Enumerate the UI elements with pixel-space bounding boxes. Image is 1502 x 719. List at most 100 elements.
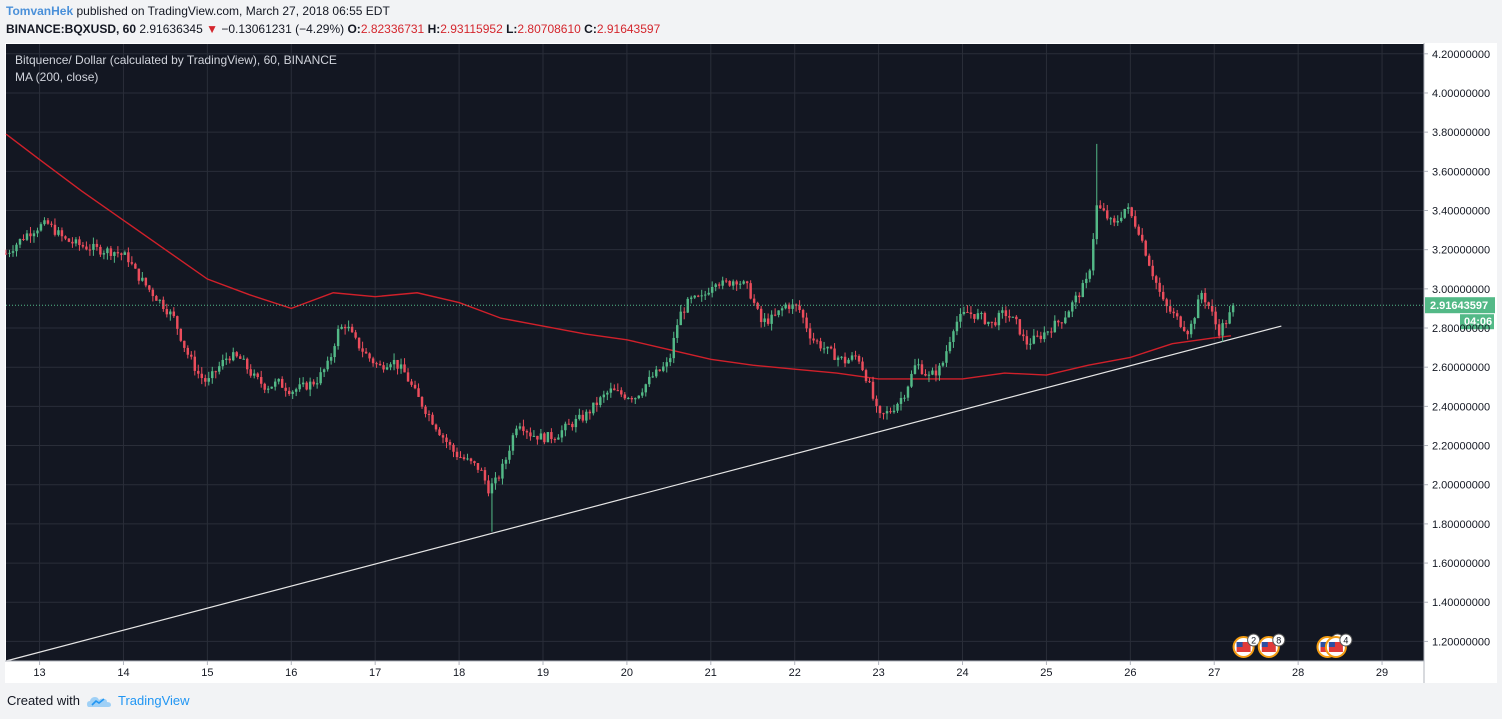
candle-body [662,366,665,371]
high-value: 2.93115952 [440,22,503,36]
tradingview-logo-icon[interactable] [86,694,112,708]
candle-body [357,337,361,349]
candle-body [193,356,197,371]
candle-body [25,233,29,240]
candle-body [99,246,102,255]
tradingview-link[interactable]: TradingView [117,693,190,708]
time-tick-label: 27 [1208,667,1220,679]
candle-body [1165,299,1168,307]
candle-body [1120,217,1123,221]
candle-body [200,373,204,379]
candle-body [948,341,952,352]
candle-body [92,243,95,250]
candle-body [448,442,452,445]
trendline-layer[interactable] [5,325,1282,662]
candle-body [962,311,966,314]
candle-body [868,381,871,383]
candle-body [903,397,906,399]
candle-body [882,413,885,415]
candle-body [389,364,392,368]
author-link[interactable]: TomvanHek [6,4,74,18]
candle-body [354,332,357,338]
candle-body [368,353,371,359]
candle-body [763,318,766,323]
candle-body [1217,324,1221,336]
candle-body [759,308,763,323]
candle-body [1179,316,1182,327]
time-tick-label: 24 [956,667,968,679]
symbol-bar: BINANCE:BQXUSD, 60 2.91636345 ▼ −0.13061… [6,22,660,36]
time-tick-label: 26 [1124,667,1136,679]
price-axis[interactable]: 1.20000000 1.40000000 1.60000000 1.80000000… [1423,43,1490,683]
candle-body [714,284,717,287]
candle-body [571,423,574,428]
candle-body [808,328,812,339]
candle-body [385,367,389,370]
candle-body [1046,331,1050,333]
candle-body [770,314,773,324]
candle-body [742,281,745,284]
candle-body [910,373,913,387]
open-label: O: [347,22,361,36]
time-tick-label: 17 [369,667,381,679]
candle-body [1057,320,1060,323]
candle-body [1078,295,1081,298]
price-tick-label: 3.60000000 [1432,166,1490,178]
candle-body [777,310,780,315]
time-tick-label: 20 [621,667,633,679]
price-tick-label: 1.40000000 [1432,597,1490,609]
candle-body [906,386,910,398]
candle-body [829,346,833,349]
ma-200-line [5,133,1232,380]
candle-body [53,224,57,235]
candle-body [1231,305,1235,313]
price-tick-label: 3.20000000 [1432,245,1490,257]
candle-body [350,326,354,333]
candle-body [1147,255,1151,266]
candle-body [361,348,364,352]
candle-body [1134,216,1137,227]
time-tick-label: 23 [872,667,884,679]
candle-body [1189,323,1193,335]
candle-body [88,249,92,251]
candle-body [39,224,43,231]
candle-body [1158,282,1161,292]
candle-body [287,390,291,395]
support-trendline [5,325,1282,662]
candle-body [983,313,987,324]
candle-body [696,295,700,297]
candle-body [1088,270,1092,279]
candle-body [301,382,305,385]
candle-body [693,295,696,298]
candle-body [399,364,403,369]
candle-body [1175,313,1179,317]
candle-body [172,311,176,317]
price-change: −0.13061231 (−4.29%) [221,22,345,36]
candle-body [658,369,661,371]
candle-body [277,378,280,382]
candle-body [15,244,18,252]
candle-body [263,383,266,390]
candle-body [1154,276,1158,283]
candle-body [1186,330,1189,335]
price-chart[interactable]: 2.91643597 04:06 1.20000000 1.40000000 1.60… [4,43,1497,683]
candle-body [756,302,759,309]
candle-body [672,337,675,359]
candle-body [710,286,714,293]
candle-body [204,378,207,382]
candle-body [899,397,903,404]
candle-body [780,308,784,311]
time-axis[interactable]: 13 14 15 16 17 18 19 20 21 22 23 24 25 26 27 28 29 [5,660,1424,679]
candle-body [536,435,539,440]
plot-area[interactable] [6,44,1424,661]
time-tick-label: 29 [1376,667,1388,679]
candle-body [1207,302,1210,306]
candle-body [291,391,294,395]
candle-body [46,220,50,224]
candle-body [410,381,413,385]
chart-frame[interactable]: 2.91643597 04:06 1.20000000 1.40000000 1.60… [4,43,1497,683]
candle-body [1067,311,1071,318]
candle-body [109,248,113,256]
countdown-label: 04:06 [1464,316,1492,328]
candle-body [434,424,438,430]
